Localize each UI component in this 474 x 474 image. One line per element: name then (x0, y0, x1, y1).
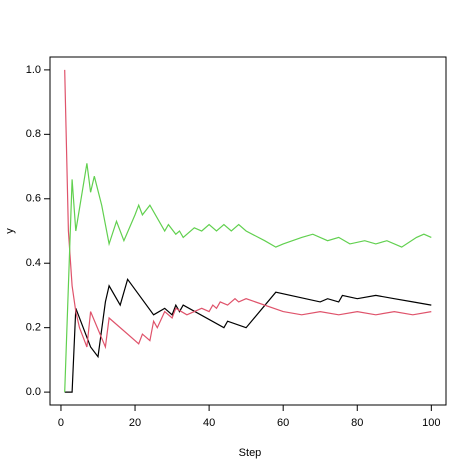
y-axis-label: y (4, 228, 16, 234)
x-tick-label: 100 (422, 417, 440, 429)
plot-box (49, 56, 447, 406)
y-tick-label: 0.0 (26, 386, 41, 398)
y-tick-label: 1.0 (26, 64, 41, 76)
x-tick-label: 20 (129, 417, 141, 429)
line-series (64, 69, 432, 350)
line-series (64, 163, 432, 393)
x-axis-label: Step (239, 447, 262, 459)
x-tick-label: 60 (277, 417, 289, 429)
y-tick-label: 0.6 (26, 193, 41, 205)
x-tick-label: 80 (351, 417, 363, 429)
x-tick-label: 40 (203, 417, 215, 429)
x-tick-label: 0 (58, 417, 64, 429)
y-tick-label: 0.2 (26, 322, 41, 334)
y-tick-label: 0.4 (26, 257, 41, 269)
line-series (64, 277, 432, 393)
y-tick-label: 0.8 (26, 128, 41, 140)
